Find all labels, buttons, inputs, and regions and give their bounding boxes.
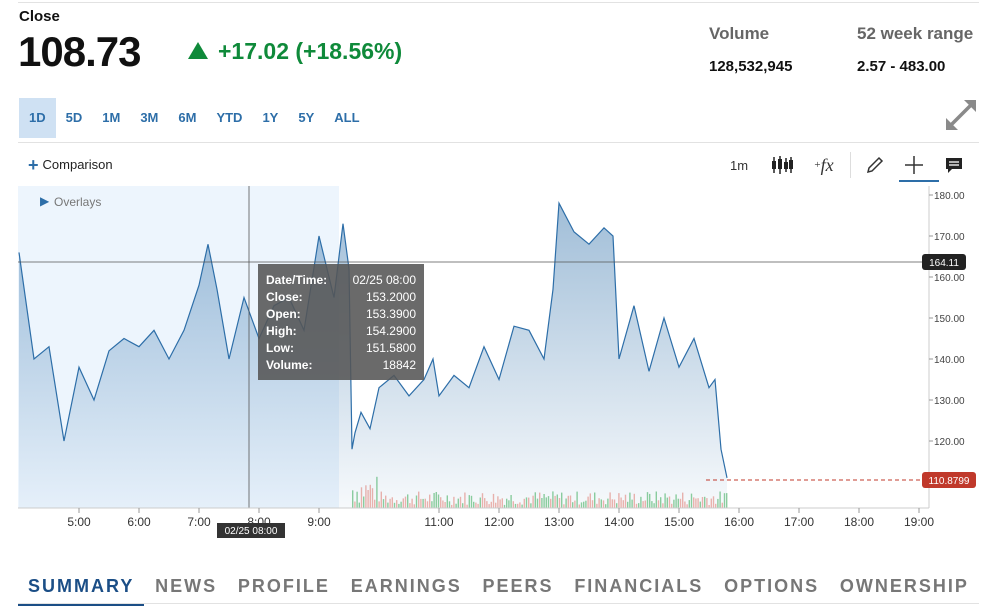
week-range-value: 2.57 - 483.00: [857, 58, 946, 75]
up-triangle-icon: [188, 42, 208, 59]
range-6m[interactable]: 6M: [178, 110, 197, 125]
quote-tabs: SUMMARY NEWS PROFILE EARNINGS PEERS FINA…: [18, 568, 979, 606]
tooltip-label: Close:: [266, 290, 303, 304]
x-tick-label: 6:00: [127, 515, 151, 529]
data-tooltip: Date/Time: 02/25 08:00 Close: 153.2000 Open:…: [258, 264, 424, 380]
x-tick-label: 14:00: [604, 515, 634, 529]
overlays-toggle[interactable]: ▶: [40, 194, 50, 208]
tab-peers[interactable]: PEERS: [482, 576, 554, 596]
x-tick-label: 13:00: [544, 515, 574, 529]
crosshair-time-text: 02/25 08:00: [225, 526, 278, 537]
x-tick-label: 12:00: [484, 515, 514, 529]
x-tick-label: 16:00: [724, 515, 754, 529]
tab-summary[interactable]: SUMMARY: [18, 568, 145, 606]
x-tick-label: 17:00: [784, 515, 814, 529]
price-line: [18, 201, 728, 479]
tooltip-value: 18842: [383, 358, 417, 372]
comparison-label: Comparison: [42, 157, 113, 172]
overlays-label[interactable]: Overlays: [54, 195, 101, 209]
crosshair-icon[interactable]: [902, 152, 926, 178]
x-tick-label: 18:00: [844, 515, 874, 529]
tab-news[interactable]: NEWS: [155, 576, 218, 596]
x-tick-label: 19:00: [904, 515, 934, 529]
x-axis-ticks: 5:00 6:00 7:00 8:00 9:00 11:00 12:00 13:00 14:00…: [67, 508, 934, 529]
toolbar-divider: [18, 142, 979, 143]
close-label: Close: [19, 8, 60, 25]
crosshair-time-badge: [217, 523, 285, 538]
y-axis-ticks: 180.00 170.00 160.00 150.00 140.00 130.00 120.…: [929, 191, 965, 448]
tooltip-label: Date/Time:: [266, 273, 327, 287]
x-tick-label: 7:00: [187, 515, 211, 529]
tab-earnings[interactable]: EARNINGS: [350, 576, 462, 596]
y-tick-label: 130.00: [934, 396, 965, 407]
y-tick-label: 160.00: [934, 273, 965, 284]
tooltip-label: Volume:: [266, 358, 312, 372]
y-tick-label: 170.00: [934, 232, 965, 243]
comparison-button[interactable]: + Comparison: [28, 155, 113, 176]
interval-button[interactable]: 1m: [729, 157, 749, 173]
range-3m[interactable]: 3M: [140, 110, 159, 125]
price-area: [19, 203, 727, 508]
pencil-icon[interactable]: [863, 152, 887, 178]
range-all[interactable]: ALL: [334, 110, 360, 125]
function-icon[interactable]: + fx: [814, 154, 834, 175]
x-tick-label: 9:00: [307, 515, 331, 529]
active-tool-indicator: [899, 180, 939, 182]
tooltip-value: 154.2900: [366, 324, 416, 338]
range-1y[interactable]: 1Y: [262, 110, 279, 125]
range-1m[interactable]: 1M: [102, 110, 121, 125]
crosshair-price-badge: [922, 254, 966, 270]
candlestick-icon[interactable]: [770, 152, 794, 178]
tab-options[interactable]: OPTIONS: [724, 576, 820, 596]
x-tick-label: 15:00: [664, 515, 694, 529]
volume-label: Volume: [709, 24, 770, 43]
tab-profile[interactable]: PROFILE: [237, 576, 330, 596]
range-5d[interactable]: 5D: [65, 110, 83, 125]
x-tick-label: 11:00: [424, 515, 453, 529]
tooltip-value: 151.5800: [366, 341, 416, 355]
last-price-badge: [922, 472, 976, 488]
crosshair-price-text: 164.11: [929, 258, 959, 269]
range-1d[interactable]: 1D: [19, 98, 56, 138]
price-change: +17.02 (+18.56%): [218, 38, 403, 64]
y-tick-label: 150.00: [934, 314, 965, 325]
last-price-badge-text: 110.8799: [929, 476, 970, 487]
plus-icon: +: [28, 155, 39, 175]
range-5y[interactable]: 5Y: [298, 110, 315, 125]
tooltip-label: High:: [266, 324, 297, 338]
expand-icon[interactable]: [944, 98, 978, 132]
tabs-divider: [18, 603, 979, 604]
price-chart[interactable]: 180.00 170.00 160.00 150.00 140.00 130.00 120.…: [0, 186, 1003, 542]
time-range-selector: 1D 5D 1M 3M 6M YTD 1Y 5Y ALL: [19, 98, 370, 138]
tooltip-label: Low:: [266, 341, 294, 355]
y-tick-label: 120.00: [934, 437, 965, 448]
volume-value: 128,532,945: [709, 58, 793, 75]
y-tick-label: 180.00: [934, 191, 965, 202]
week-range-label: 52 week range: [857, 24, 974, 43]
tooltip-value: 153.2000: [366, 290, 416, 304]
last-price: 108.73: [18, 28, 141, 75]
toolbar-separator: [850, 152, 851, 178]
x-tick-label: 5:00: [67, 515, 91, 529]
comment-icon[interactable]: [942, 152, 966, 178]
range-ytd[interactable]: YTD: [216, 110, 243, 125]
tooltip-label: Open:: [266, 307, 301, 321]
y-tick-label: 140.00: [934, 355, 965, 366]
tooltip-value: 153.3900: [366, 307, 416, 321]
tab-financials[interactable]: FINANCIALS: [574, 576, 704, 596]
tooltip-value: 02/25 08:00: [353, 273, 417, 287]
tab-ownership[interactable]: OWNERSHIP: [839, 576, 969, 596]
top-divider: [18, 2, 979, 3]
